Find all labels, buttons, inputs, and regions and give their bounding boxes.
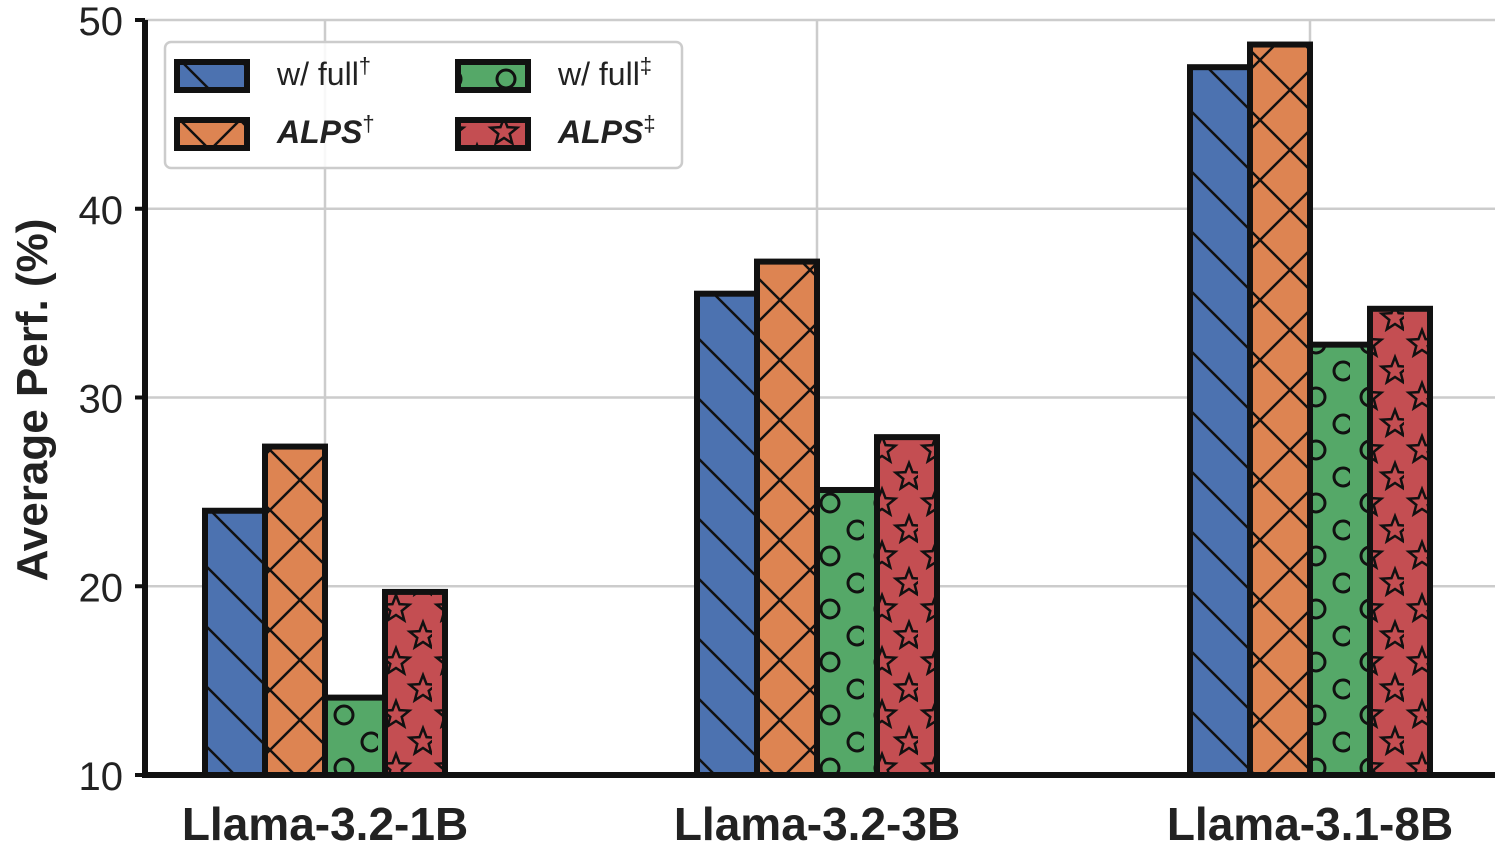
bar: [265, 447, 325, 775]
bar: [877, 437, 937, 775]
legend-swatch: [177, 62, 247, 90]
bar: [1190, 67, 1250, 775]
legend-label: ALPS‡: [557, 111, 656, 150]
y-tick-label: 50: [79, 0, 124, 44]
bar: [1250, 45, 1310, 775]
y-axis-label: Average Perf. (%): [8, 219, 57, 582]
bar: [325, 698, 385, 775]
y-tick-label: 10: [79, 755, 124, 799]
bar: [1370, 309, 1430, 775]
bar: [817, 490, 877, 775]
legend-label: ALPS†: [276, 111, 375, 150]
legend-label: w/ full‡: [557, 53, 652, 92]
legend-swatch: [458, 120, 528, 148]
legend-swatch: [458, 62, 528, 90]
legend: w/ full† ALPS† w/ full‡ ALPS‡: [165, 42, 682, 168]
bar: [205, 511, 265, 775]
legend-swatch: [177, 120, 247, 148]
y-tick-label: 20: [79, 566, 124, 610]
x-tick-label: Llama-3.1-8B: [1167, 798, 1453, 848]
bar: [757, 262, 817, 775]
x-tick-label: Llama-3.2-3B: [674, 798, 960, 848]
legend-label: w/ full†: [276, 53, 371, 92]
bar: [385, 592, 445, 775]
x-tick-label: Llama-3.2-1B: [182, 798, 468, 848]
y-tick-label: 40: [79, 189, 124, 233]
bar: [697, 294, 757, 775]
bar: [1310, 345, 1370, 775]
y-tick-label: 30: [79, 378, 124, 422]
